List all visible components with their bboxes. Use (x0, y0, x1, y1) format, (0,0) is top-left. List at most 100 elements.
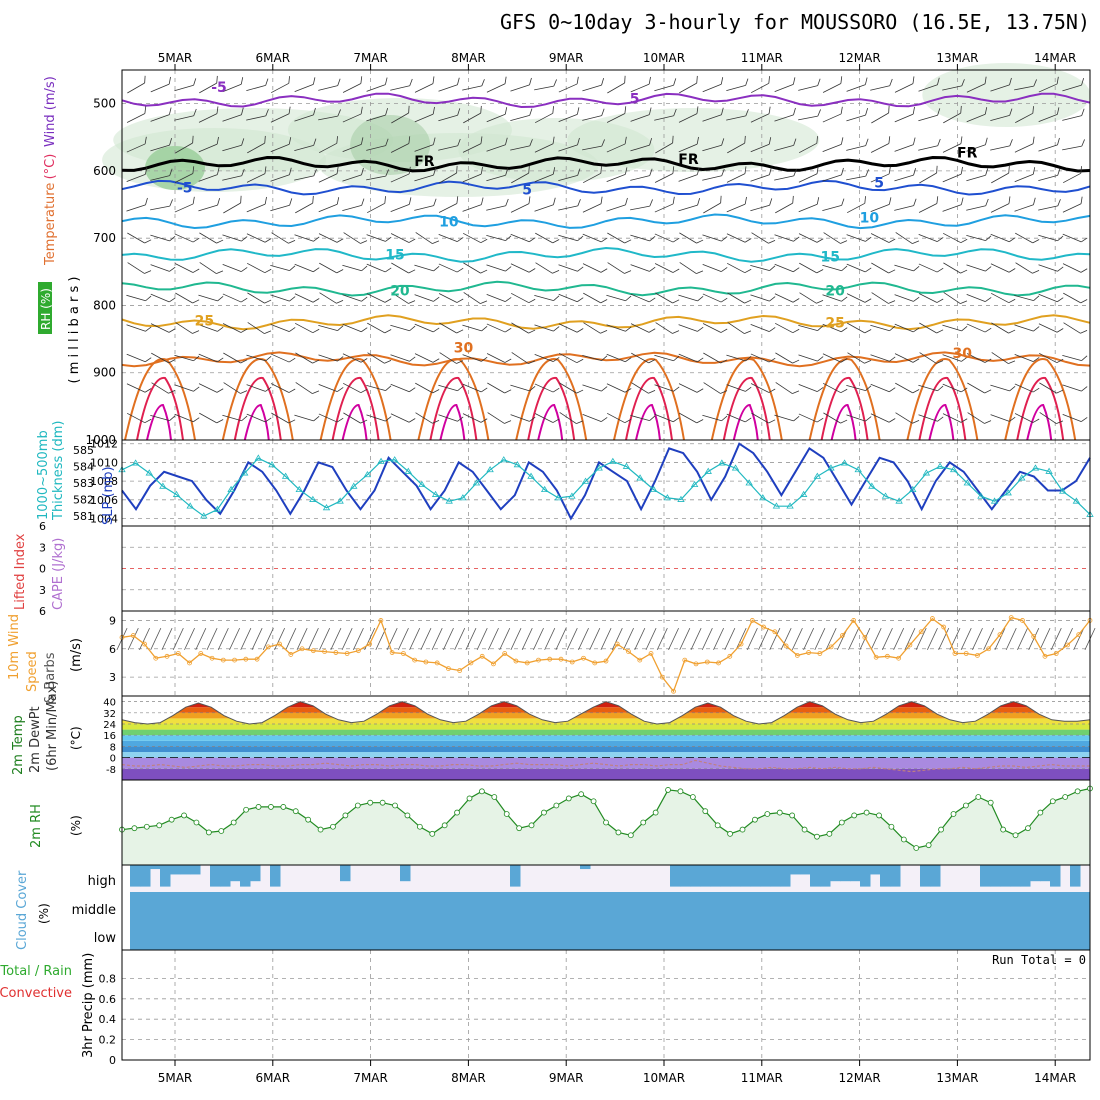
thickness-marker (949, 465, 958, 473)
isotherm (121, 155, 1091, 173)
wind-barb (654, 196, 675, 213)
cloud-high-bar (980, 865, 991, 887)
wind-barb (151, 382, 176, 394)
slp-tick: 1008 (90, 475, 118, 488)
thickness-marker (213, 505, 222, 512)
date-label-bottom: 6MAR (256, 1071, 291, 1085)
temp-tick: 0 (110, 754, 116, 765)
isotherm-40 (722, 376, 771, 441)
axis-label-text: ( m i l l i b a r s ) (67, 277, 82, 384)
rh-point (454, 809, 460, 816)
temp-band (122, 768, 1090, 780)
isotherm (121, 351, 1091, 368)
wind-barb (630, 293, 656, 303)
thickness-label-prefix: 1000~500mb (36, 430, 51, 520)
wind-barb (246, 109, 269, 121)
wind-barb (198, 136, 219, 153)
thickness-marker (813, 472, 822, 479)
temp-line (121, 701, 1091, 725)
wind-barb (222, 323, 248, 333)
wind-barb (1062, 263, 1088, 273)
surface-wind-barb (1039, 627, 1051, 651)
slp-tick: 1004 (90, 513, 118, 526)
date-label-bottom: 7MAR (353, 1071, 388, 1085)
rh-point (764, 811, 771, 817)
rh-point (131, 825, 138, 832)
wind-barb (462, 324, 488, 332)
wind-barb (798, 109, 821, 121)
wind-barb (342, 106, 363, 123)
wind-barb (966, 198, 989, 211)
thickness-marker (418, 480, 426, 488)
thickness-marker (431, 490, 440, 497)
wind-barb (942, 136, 963, 153)
wind-barb (391, 105, 410, 124)
wind-barb (318, 233, 344, 243)
surface-wind-barb (791, 627, 803, 651)
wind-label-line: 10m Wind (7, 614, 22, 680)
wind-barb (606, 412, 632, 424)
wind-barb (774, 138, 797, 151)
rh-point (876, 812, 882, 819)
wind-barb (607, 75, 626, 94)
wind-speed-point (952, 651, 958, 656)
cloud-high-bar (700, 865, 711, 887)
cloud-high-bar (1070, 865, 1081, 887)
wind-barb (822, 353, 848, 363)
cloud-level-label: middle (72, 903, 116, 918)
cloud-high-bar (1010, 865, 1021, 887)
surface-wind-barb (893, 627, 905, 651)
wind-speed-point (243, 656, 249, 662)
cloud-high-bar (790, 865, 801, 875)
wind-barb (798, 166, 819, 183)
wind-barb (126, 412, 152, 424)
wind-barb (150, 168, 173, 181)
rh-point (516, 825, 523, 832)
wind-barb (438, 77, 460, 92)
wind-barb (198, 353, 224, 363)
wind-barb (126, 294, 152, 302)
wind-barb (1038, 199, 1061, 211)
rh-point (541, 809, 547, 816)
surface-wind-barb (285, 627, 297, 651)
rh-point (392, 802, 398, 809)
surface-wind-barb (1062, 627, 1073, 651)
isotherm-45 (830, 403, 857, 441)
thickness-marker (636, 474, 644, 481)
rh-point (441, 822, 448, 829)
rh-point (962, 802, 969, 809)
contour-label: 25 (825, 316, 844, 332)
wind-barb (342, 76, 363, 93)
thickness-marker (186, 502, 194, 509)
thickness-marker (731, 464, 740, 471)
contour-label: 15 (821, 250, 840, 266)
wind-barb (294, 234, 320, 242)
rh-point (665, 787, 671, 793)
rh-point (900, 836, 907, 843)
wind-barb (174, 413, 200, 423)
rh-fill (122, 788, 1090, 865)
wind-barb (798, 78, 821, 91)
wind-barb (175, 135, 194, 154)
contour-label: 20 (825, 283, 845, 299)
surface-wind-barb (229, 627, 240, 651)
wind-barb (1062, 139, 1085, 151)
wind-speed-point (175, 651, 181, 656)
wind-barb (414, 323, 440, 333)
wind-barb (846, 234, 872, 242)
cloud-high-bar (840, 865, 851, 882)
thickness-marker (1045, 467, 1053, 474)
wind-speed-point (423, 659, 429, 665)
isotherm-35 (906, 358, 979, 441)
wind-barb (870, 413, 896, 423)
rh-point (863, 809, 870, 816)
slp-line (121, 442, 1091, 521)
surface-wind-barb (634, 627, 646, 651)
panel-frame (121, 610, 1091, 697)
pressure-tick: 500 (93, 97, 116, 111)
thickness-marker (145, 469, 153, 476)
precip-label-main: 3hr Precip (mm) (81, 953, 96, 1058)
wind-barb (1062, 355, 1088, 361)
wind-barb (174, 78, 197, 92)
surface-wind-barb (960, 627, 972, 651)
